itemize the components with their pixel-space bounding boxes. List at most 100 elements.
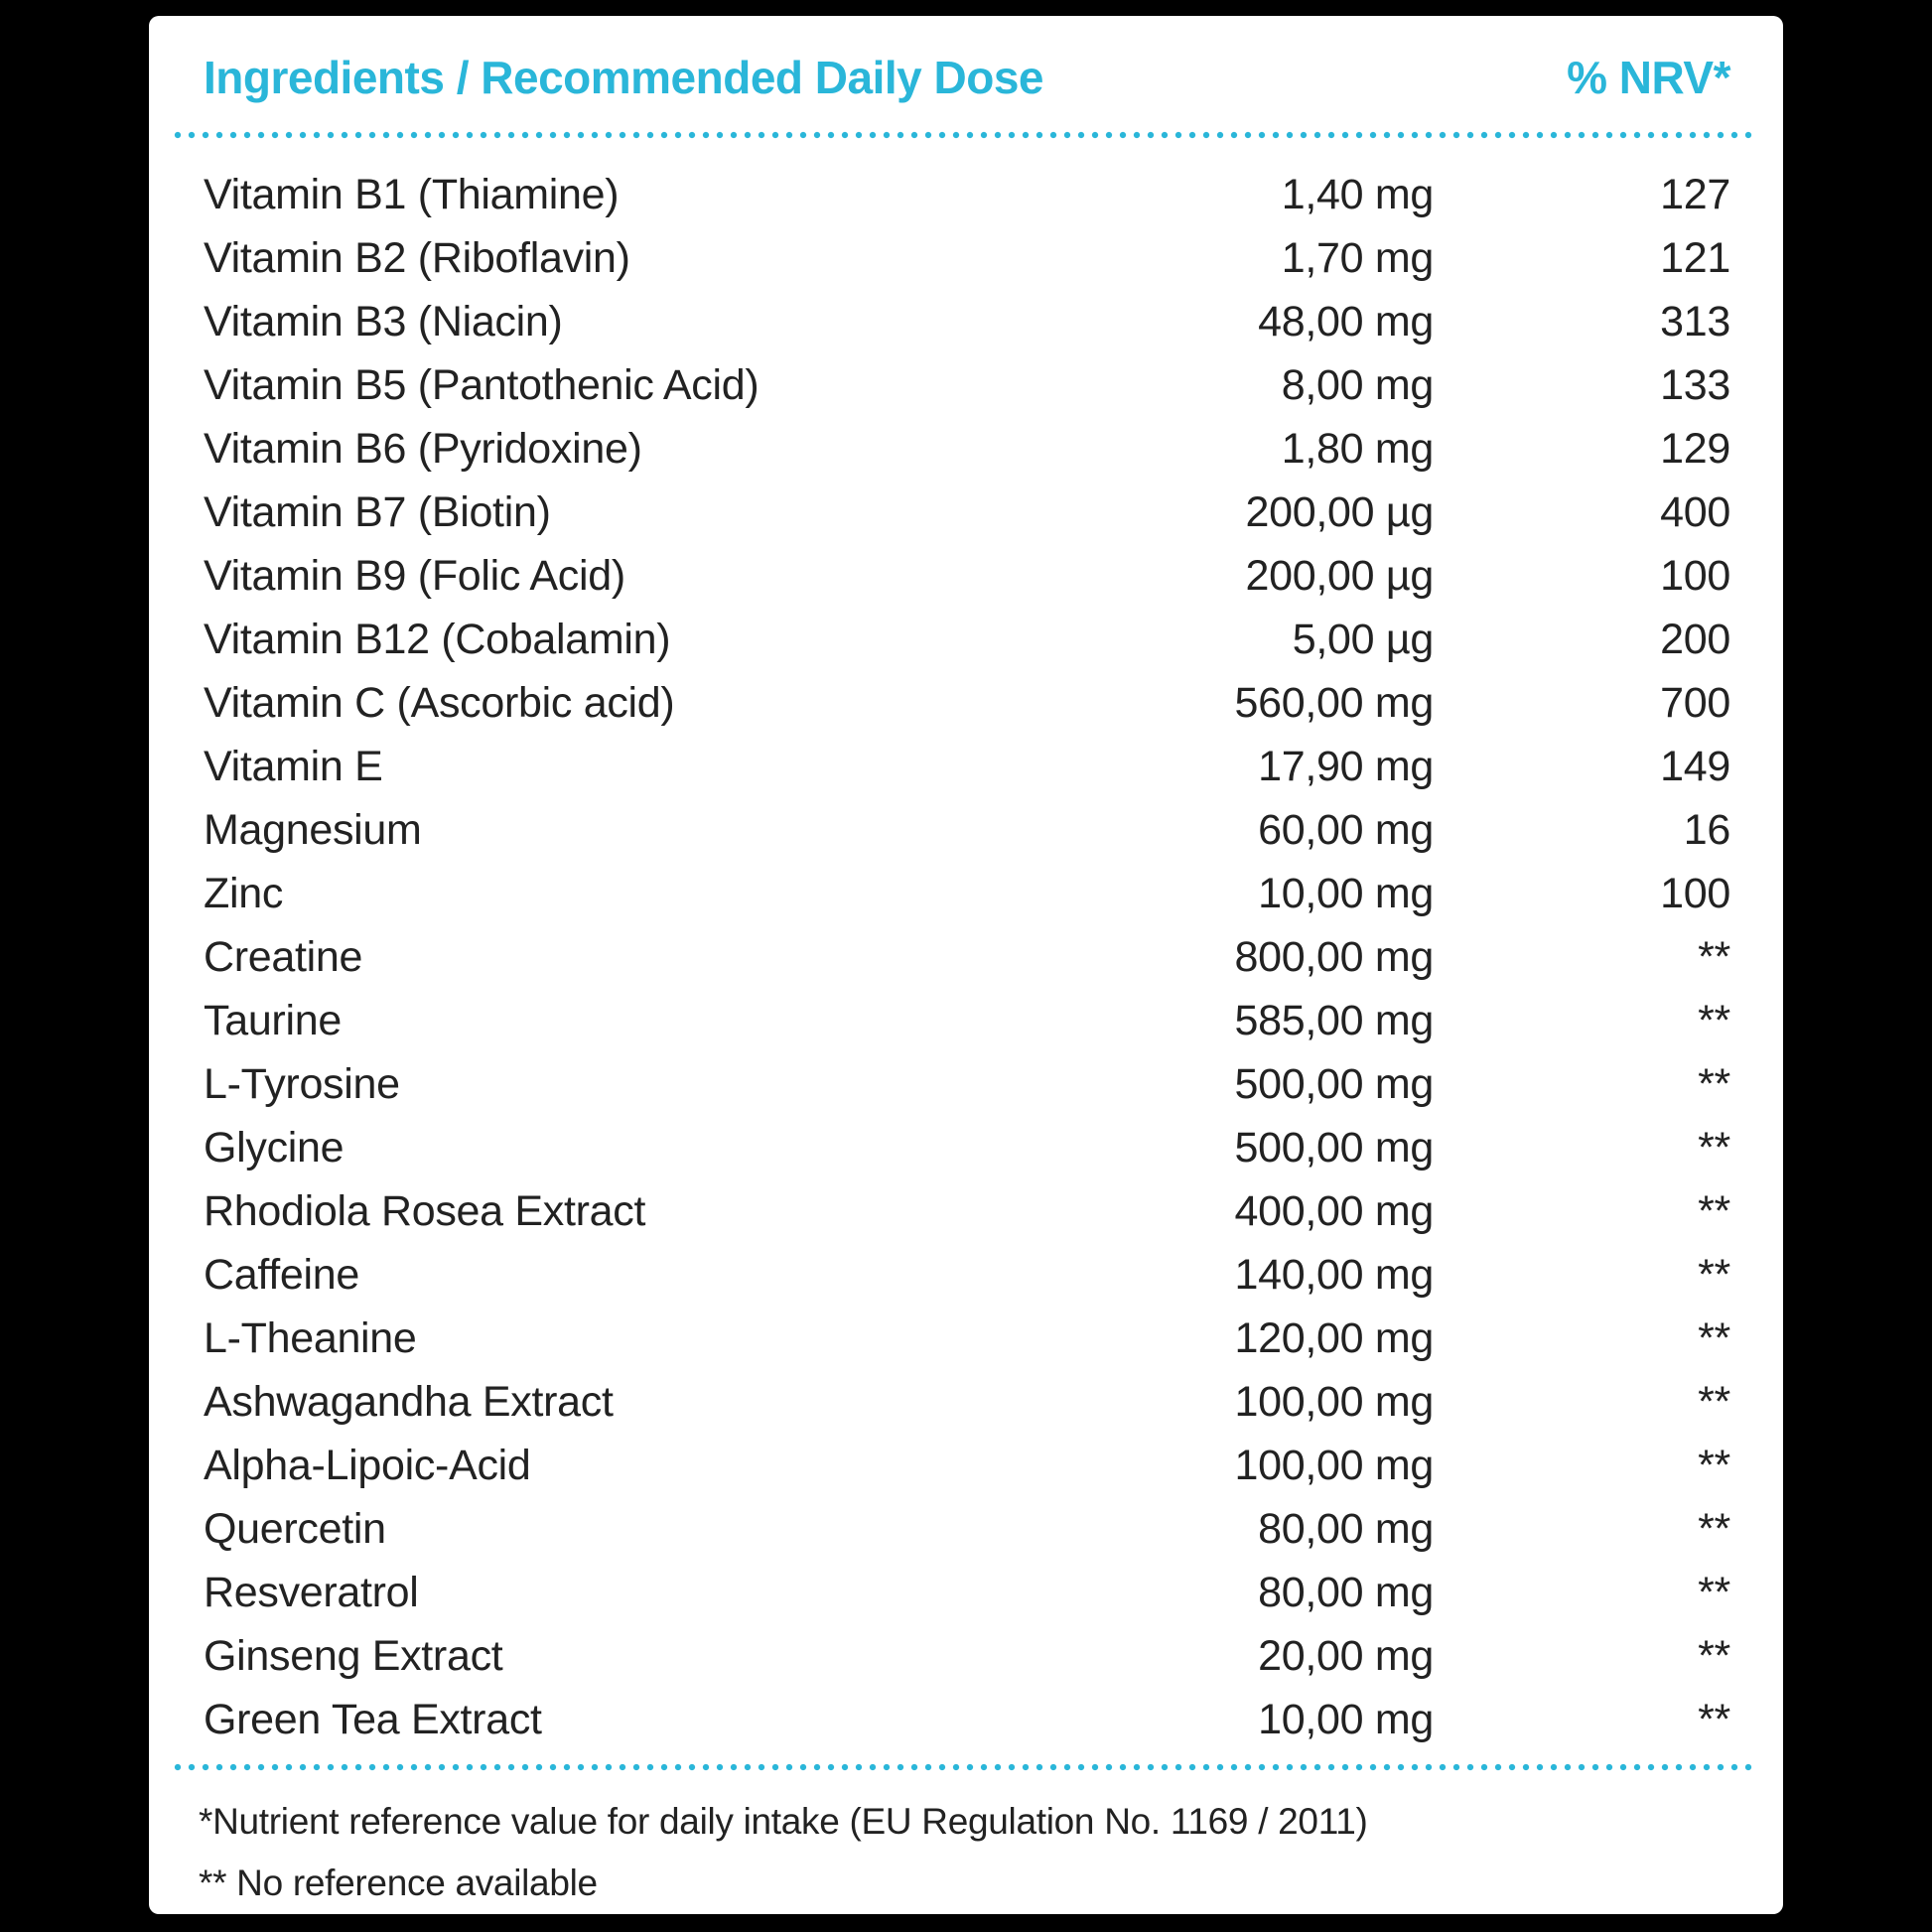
table-row: Ginseng Extract 20,00 mg ** xyxy=(149,1624,1783,1688)
ingredient-nrv: ** xyxy=(1698,997,1730,1044)
ingredient-nrv: 149 xyxy=(1660,743,1730,790)
ingredient-amount: 5,00 µg xyxy=(1292,616,1435,663)
ingredient-nrv: ** xyxy=(1698,933,1730,981)
ingredient-amount: 10,00 mg xyxy=(1258,870,1434,917)
ingredient-nrv: 100 xyxy=(1660,552,1730,600)
ingredient-nrv: 129 xyxy=(1660,425,1730,473)
ingredient-nrv: 16 xyxy=(1683,806,1731,854)
table-row: Vitamin B5 (Pantothenic Acid) 8,00 mg 13… xyxy=(149,353,1783,417)
ingredient-name: Vitamin B2 (Riboflavin) xyxy=(204,234,630,282)
ingredient-amount: 560,00 mg xyxy=(1234,679,1434,727)
ingredient-amount: 1,80 mg xyxy=(1281,425,1435,473)
ingredient-name: Vitamin B9 (Folic Acid) xyxy=(204,552,625,600)
ingredient-nrv: ** xyxy=(1698,1251,1730,1299)
ingredient-name: Magnesium xyxy=(204,806,422,854)
ingredient-name: Glycine xyxy=(204,1124,345,1172)
ingredient-amount: 100,00 mg xyxy=(1234,1378,1434,1426)
table-row: Vitamin B12 (Cobalamin) 5,00 µg 200 xyxy=(149,608,1783,671)
ingredient-amount: 10,00 mg xyxy=(1258,1696,1434,1743)
ingredient-amount: 120,00 mg xyxy=(1234,1314,1434,1362)
ingredient-name: Vitamin B7 (Biotin) xyxy=(204,488,551,536)
ingredient-name: Vitamin C (Ascorbic acid) xyxy=(204,679,675,727)
ingredient-name: Creatine xyxy=(204,933,363,981)
ingredient-amount: 200,00 µg xyxy=(1245,488,1435,536)
ingredient-amount: 800,00 mg xyxy=(1234,933,1434,981)
ingredient-amount: 200,00 µg xyxy=(1245,552,1435,600)
table-row: Vitamin B7 (Biotin) 200,00 µg 400 xyxy=(149,481,1783,544)
ingredient-name: Resveratrol xyxy=(204,1569,419,1616)
footnotes: *Nutrient reference value for daily inta… xyxy=(149,1791,1783,1914)
ingredient-name: Vitamin E xyxy=(204,743,383,790)
ingredient-name: Vitamin B6 (Pyridoxine) xyxy=(204,425,642,473)
ingredients-list: Vitamin B1 (Thiamine) 1,40 mg 127 Vitami… xyxy=(149,163,1783,1751)
table-row: Magnesium 60,00 mg 16 xyxy=(149,798,1783,862)
ingredient-nrv: ** xyxy=(1698,1569,1730,1616)
table-row: Green Tea Extract 10,00 mg ** xyxy=(149,1688,1783,1751)
ingredient-name: Alpha-Lipoic-Acid xyxy=(204,1442,531,1489)
ingredient-name: Caffeine xyxy=(204,1251,359,1299)
ingredient-amount: 140,00 mg xyxy=(1234,1251,1434,1299)
ingredient-nrv: ** xyxy=(1698,1696,1730,1743)
ingredient-nrv: 400 xyxy=(1660,488,1730,536)
table-row: Quercetin 80,00 mg ** xyxy=(149,1497,1783,1561)
ingredient-amount: 80,00 mg xyxy=(1258,1569,1434,1616)
ingredient-name: Vitamin B12 (Cobalamin) xyxy=(204,616,671,663)
ingredient-name: L-Tyrosine xyxy=(204,1060,400,1108)
table-row: Zinc 10,00 mg 100 xyxy=(149,862,1783,925)
table-row: Vitamin E 17,90 mg 149 xyxy=(149,735,1783,798)
ingredient-name: L-Theanine xyxy=(204,1314,417,1362)
ingredient-name: Vitamin B5 (Pantothenic Acid) xyxy=(204,361,759,409)
ingredient-nrv: 700 xyxy=(1660,679,1730,727)
ingredient-nrv: ** xyxy=(1698,1124,1730,1172)
ingredient-amount: 17,90 mg xyxy=(1258,743,1434,790)
dotted-divider-top xyxy=(174,131,1758,139)
ingredient-name: Taurine xyxy=(204,997,342,1044)
table-row: Vitamin B6 (Pyridoxine) 1,80 mg 129 xyxy=(149,417,1783,481)
table-row: Vitamin B3 (Niacin) 48,00 mg 313 xyxy=(149,290,1783,353)
table-row: Glycine 500,00 mg ** xyxy=(149,1116,1783,1179)
ingredient-amount: 500,00 mg xyxy=(1234,1060,1434,1108)
ingredient-name: Vitamin B1 (Thiamine) xyxy=(204,171,620,218)
ingredient-nrv: 313 xyxy=(1660,298,1730,345)
ingredient-nrv: ** xyxy=(1698,1442,1730,1489)
table-row: Vitamin B9 (Folic Acid) 200,00 µg 100 xyxy=(149,544,1783,608)
nrv-column-header: % NRV* xyxy=(1567,52,1730,103)
ingredient-nrv: ** xyxy=(1698,1505,1730,1553)
ingredient-name: Rhodiola Rosea Extract xyxy=(204,1187,646,1235)
ingredient-name: Ginseng Extract xyxy=(204,1632,503,1680)
ingredient-nrv: ** xyxy=(1698,1187,1730,1235)
table-row: Vitamin B2 (Riboflavin) 1,70 mg 121 xyxy=(149,226,1783,290)
table-header: Ingredients / Recommended Daily Dose % N… xyxy=(149,16,1783,105)
ingredient-name: Green Tea Extract xyxy=(204,1696,542,1743)
dotted-divider-bottom xyxy=(174,1763,1758,1771)
ingredient-nrv: 121 xyxy=(1660,234,1730,282)
ingredient-name: Vitamin B3 (Niacin) xyxy=(204,298,563,345)
ingredient-nrv: ** xyxy=(1698,1060,1730,1108)
ingredient-nrv: 200 xyxy=(1660,616,1730,663)
table-row: Resveratrol 80,00 mg ** xyxy=(149,1561,1783,1624)
ingredient-nrv: ** xyxy=(1698,1378,1730,1426)
ingredient-nrv: ** xyxy=(1698,1314,1730,1362)
ingredient-nrv: 133 xyxy=(1660,361,1730,409)
no-reference-footnote: ** No reference available xyxy=(199,1863,598,1903)
table-row: Vitamin B1 (Thiamine) 1,40 mg 127 xyxy=(149,163,1783,226)
ingredient-nrv: ** xyxy=(1698,1632,1730,1680)
ingredient-nrv: 127 xyxy=(1660,171,1730,218)
ingredient-amount: 48,00 mg xyxy=(1258,298,1434,345)
ingredient-amount: 585,00 mg xyxy=(1234,997,1434,1044)
ingredient-name: Quercetin xyxy=(204,1505,386,1553)
table-row: Vitamin C (Ascorbic acid) 560,00 mg 700 xyxy=(149,671,1783,735)
ingredient-amount: 20,00 mg xyxy=(1258,1632,1434,1680)
ingredient-amount: 80,00 mg xyxy=(1258,1505,1434,1553)
table-row: L-Theanine 120,00 mg ** xyxy=(149,1307,1783,1370)
table-row: Alpha-Lipoic-Acid 100,00 mg ** xyxy=(149,1434,1783,1497)
table-row: Rhodiola Rosea Extract 400,00 mg ** xyxy=(149,1179,1783,1243)
ingredient-amount: 500,00 mg xyxy=(1234,1124,1434,1172)
table-row: L-Tyrosine 500,00 mg ** xyxy=(149,1052,1783,1116)
ingredient-name: Zinc xyxy=(204,870,284,917)
ingredient-amount: 1,40 mg xyxy=(1281,171,1435,218)
ingredient-amount: 60,00 mg xyxy=(1258,806,1434,854)
ingredient-nrv: 100 xyxy=(1660,870,1730,917)
nrv-footnote: *Nutrient reference value for daily inta… xyxy=(199,1801,1368,1842)
ingredient-amount: 100,00 mg xyxy=(1234,1442,1434,1489)
